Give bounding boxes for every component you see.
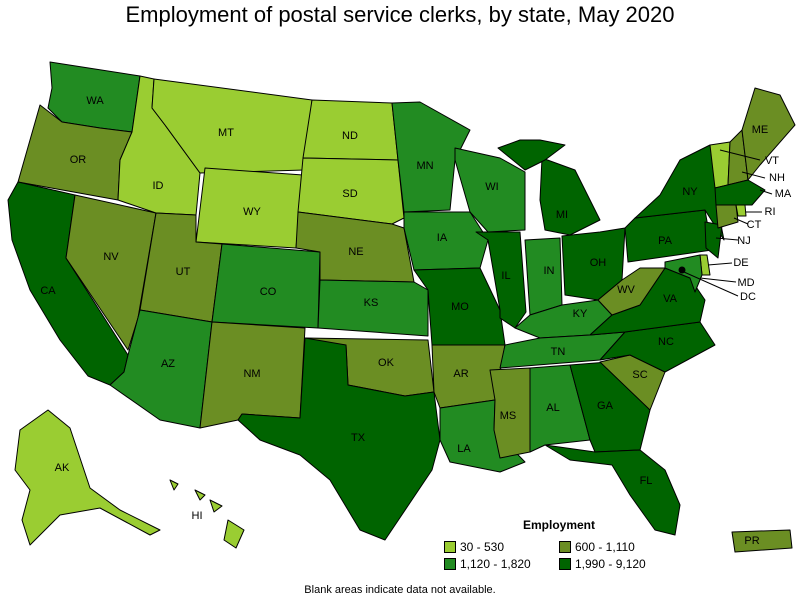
legend-label: 600 - 1,110 xyxy=(575,540,635,554)
state-SD xyxy=(297,157,405,225)
state-NV xyxy=(65,194,157,351)
state-MI xyxy=(539,157,601,236)
state-label-OK: OK xyxy=(378,357,395,369)
state-label-ND: ND xyxy=(342,130,358,142)
state-label-IA: IA xyxy=(437,232,448,244)
footnote: Blank areas indicate data not available. xyxy=(304,584,496,596)
state-label-MD: MD xyxy=(737,277,754,289)
legend-item: 1,990 - 9,120 xyxy=(559,557,674,571)
state-label-TN: TN xyxy=(551,346,566,358)
legend-item: 30 - 530 xyxy=(444,540,559,554)
state-label-DE: DE xyxy=(733,257,748,269)
legend-swatch xyxy=(444,541,456,553)
state-CT xyxy=(715,204,739,229)
state-RI xyxy=(735,204,747,217)
state-label-WV: WV xyxy=(617,284,635,296)
state-label-GA: GA xyxy=(597,400,614,412)
legend-title: Employment xyxy=(522,518,595,532)
state-MD xyxy=(664,254,703,293)
legend-item: 1,120 - 1,820 xyxy=(444,557,559,571)
legend: Employment 30 - 530 600 - 1,110 1,120 - … xyxy=(444,518,674,571)
leader-DC xyxy=(683,271,739,297)
state-label-PR: PR xyxy=(744,535,759,547)
state-label-CO: CO xyxy=(260,286,277,298)
leader-MD xyxy=(699,277,737,283)
state-label-MO: MO xyxy=(451,301,469,313)
state-label-MT: MT xyxy=(218,127,234,139)
leader-CT xyxy=(733,217,749,225)
state-label-TX: TX xyxy=(351,432,366,444)
state-label-PA: PA xyxy=(658,235,673,247)
leader-MA xyxy=(759,189,773,195)
state-label-HI: HI xyxy=(192,510,203,522)
state-NJ xyxy=(704,221,723,259)
map-title: Employment of postal service clerks, by … xyxy=(125,2,675,27)
leader-DE xyxy=(707,262,733,266)
state-label-VA: VA xyxy=(663,293,678,305)
state-HI xyxy=(169,479,245,549)
state-label-ME: ME xyxy=(752,124,769,136)
state-label-NJ: NJ xyxy=(737,235,750,247)
legend-label: 30 - 530 xyxy=(460,540,505,554)
state-label-NV: NV xyxy=(103,251,119,263)
state-MA xyxy=(714,179,766,206)
state-label-KS: KS xyxy=(364,297,379,309)
state-label-AR: AR xyxy=(453,368,468,380)
legend-item: 600 - 1,110 xyxy=(559,540,674,554)
state-label-WI: WI xyxy=(485,181,498,193)
state-label-CT: CT xyxy=(747,219,762,231)
state-KS xyxy=(317,279,429,337)
state-label-OH: OH xyxy=(590,257,607,269)
legend-swatch xyxy=(559,558,571,570)
state-label-SC: SC xyxy=(632,369,647,381)
state-label-FL: FL xyxy=(640,475,653,487)
state-label-MS: MS xyxy=(500,410,517,422)
state-AK xyxy=(14,409,161,546)
state-labels: WA OR CA NV ID MT WY UT AZ CO NM ND SD NE KS OK TX MN IA MO… xyxy=(40,95,792,547)
legend-label: 1,120 - 1,820 xyxy=(460,557,531,571)
state-label-AZ: AZ xyxy=(161,358,175,370)
state-DC xyxy=(678,266,686,274)
state-label-UT: UT xyxy=(176,266,191,278)
state-label-NH: NH xyxy=(769,172,785,184)
state-label-MI: MI xyxy=(556,209,568,221)
legend-swatch xyxy=(559,541,571,553)
state-AL xyxy=(529,364,591,453)
state-MI-up xyxy=(497,139,566,171)
state-label-WY: WY xyxy=(243,206,261,218)
leader-NJ xyxy=(715,237,739,241)
state-label-IN: IN xyxy=(544,265,555,277)
state-label-LA: LA xyxy=(457,443,471,455)
state-label-NE: NE xyxy=(348,246,363,258)
state-label-DC: DC xyxy=(740,291,756,303)
state-label-VT: VT xyxy=(765,155,779,167)
legend-swatch xyxy=(444,558,456,570)
state-label-WA: WA xyxy=(86,95,104,107)
state-PR xyxy=(731,529,793,553)
state-label-SD: SD xyxy=(342,188,357,200)
state-label-OR: OR xyxy=(70,154,87,166)
state-TX xyxy=(237,337,441,541)
state-label-KY: KY xyxy=(573,308,588,320)
state-WI xyxy=(454,147,526,233)
state-label-NM: NM xyxy=(243,368,260,380)
state-label-NY: NY xyxy=(682,186,698,198)
state-label-MA: MA xyxy=(775,188,792,200)
state-label-MN: MN xyxy=(416,160,433,172)
state-IL xyxy=(475,231,527,329)
state-label-AK: AK xyxy=(55,462,70,474)
state-label-IL: IL xyxy=(501,270,510,282)
state-label-ID: ID xyxy=(153,180,164,192)
leader-NH xyxy=(741,171,766,179)
state-label-NC: NC xyxy=(658,336,674,348)
state-label-AL: AL xyxy=(546,402,559,414)
state-FL xyxy=(544,444,681,536)
state-label-CA: CA xyxy=(40,285,56,297)
leader-VT xyxy=(719,149,761,161)
legend-label: 1,990 - 9,120 xyxy=(575,557,646,571)
state-MN xyxy=(391,101,471,213)
state-label-RI: RI xyxy=(765,206,776,218)
